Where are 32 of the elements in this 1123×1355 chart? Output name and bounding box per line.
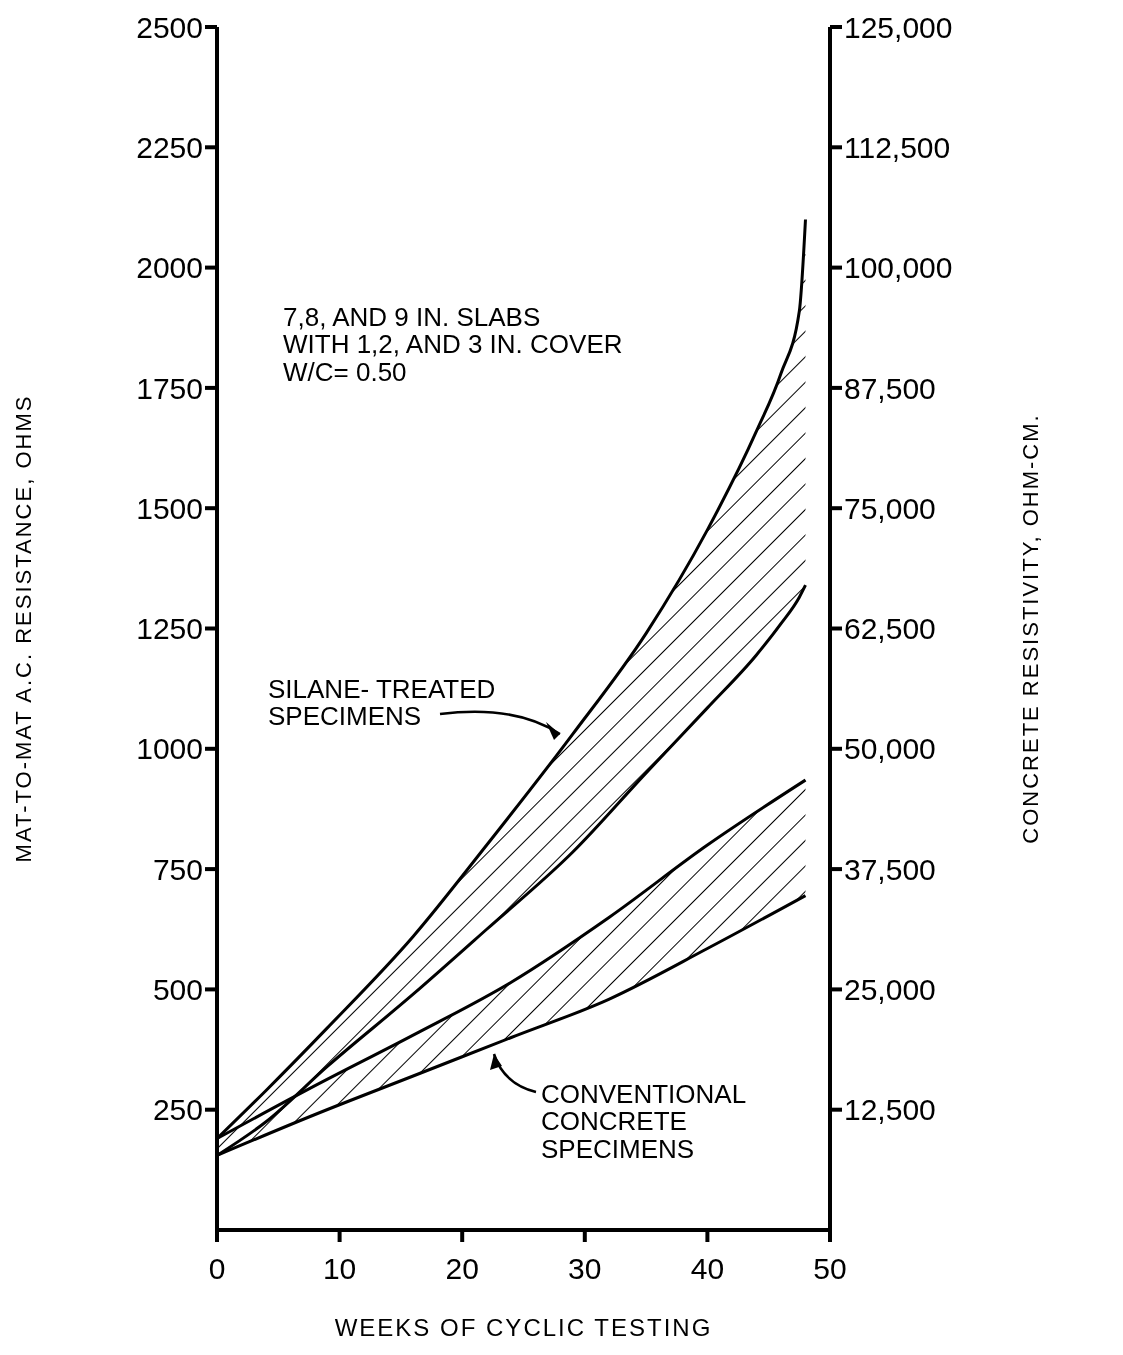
x-tick-label: 10	[322, 1252, 357, 1286]
text: SILANE- TREATED SPECIMENS	[268, 674, 496, 732]
y-tick-label: 250	[152, 1093, 203, 1127]
y2-tick-label: 75,000	[844, 491, 936, 525]
y-tick-label: 1500	[136, 491, 203, 525]
y2-tick-label: 25,000	[844, 973, 936, 1007]
y2-tick-label: 100,000	[844, 251, 953, 285]
x-tick-label: 50	[813, 1252, 847, 1286]
y2-tick-label: 125,000	[844, 10, 953, 44]
y-tick-label: 750	[152, 852, 203, 886]
y2-axis-title: CONCRETE RESISTIVITY, OHM-CM.	[1017, 413, 1043, 844]
y2-tick-label: 112,500	[844, 130, 951, 164]
y-tick-label: 1000	[136, 732, 203, 766]
series-label: CONVENTIONAL CONCRETE SPECIMENS	[541, 1079, 747, 1164]
x-tick-label: 30	[568, 1252, 602, 1286]
y-tick-label: 2000	[136, 251, 203, 285]
y-tick-label: 2250	[136, 130, 203, 164]
y2-tick-label: 87,500	[844, 371, 936, 405]
y2-tick-label: 12,500	[844, 1093, 936, 1127]
x-tick-label: 0	[208, 1252, 226, 1286]
y2-tick-label: 50,000	[844, 732, 936, 766]
y-tick-label: 1250	[136, 612, 203, 646]
y-axis-title: MAT-TO-MAT A.C. RESISTANCE, OHMS	[10, 394, 36, 863]
x-axis-title: WEEKS OF CYCLIC TESTING	[334, 1314, 713, 1341]
y-tick-label: 1750	[136, 371, 203, 405]
y-tick-label: 2500	[136, 10, 203, 44]
x-tick-label: 40	[690, 1252, 725, 1286]
y2-tick-label: 37,500	[844, 852, 936, 886]
x-tick-label: 20	[445, 1252, 479, 1286]
y-tick-label: 500	[152, 973, 203, 1007]
annotation: 7,8, AND 9 IN. SLABS WITH 1,2, AND 3 IN. COVER W/C= 0.50	[283, 302, 623, 387]
y2-tick-label: 62,500	[844, 612, 936, 646]
